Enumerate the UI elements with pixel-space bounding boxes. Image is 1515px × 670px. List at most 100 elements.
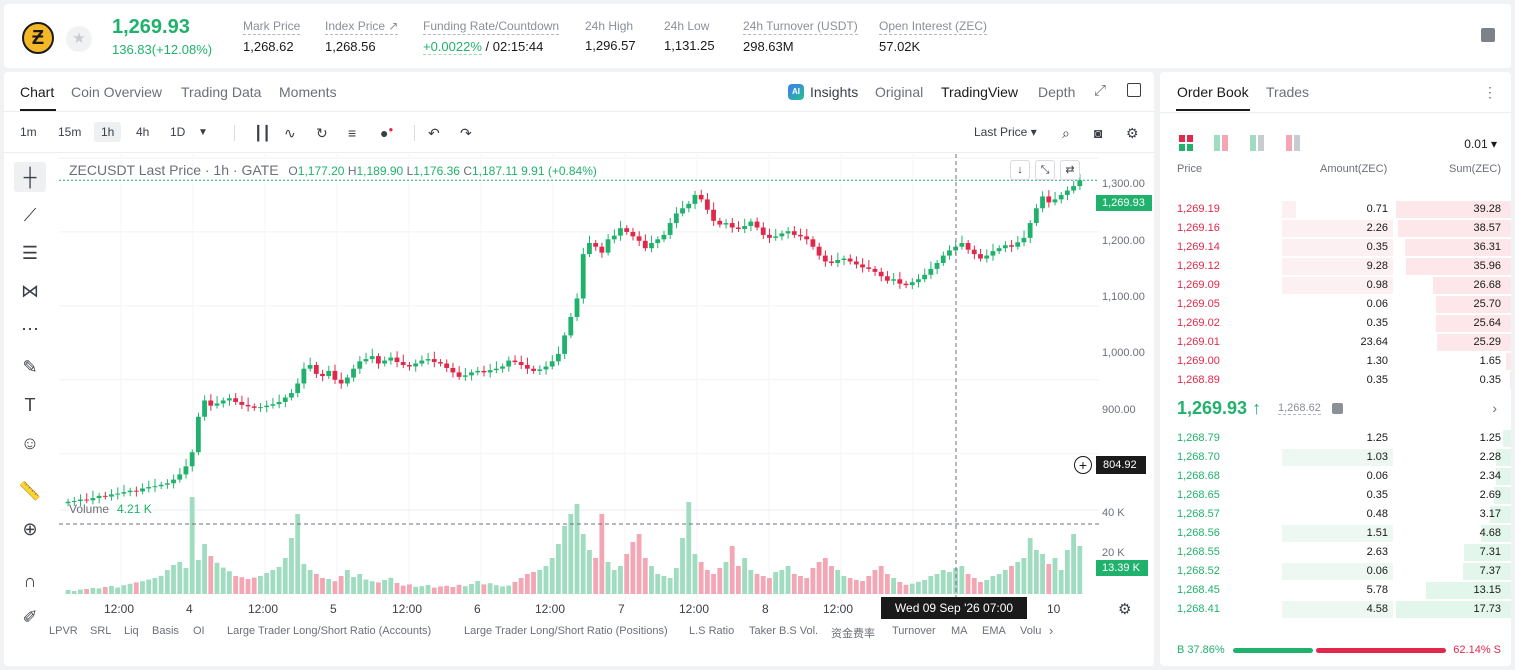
add-alert-icon[interactable]: +	[1074, 456, 1092, 474]
ask-row[interactable]: 1,268.89 0.35 0.35	[1160, 371, 1511, 390]
gear-icon[interactable]: ⚙	[1126, 125, 1139, 141]
bid-row[interactable]: 1,268.55 2.63 7.31	[1160, 543, 1511, 562]
bid-row[interactable]: 1,268.65 0.35 2.69	[1160, 486, 1511, 505]
ask-row[interactable]: 1,269.16 2.26 38.57	[1160, 219, 1511, 238]
tab-insights[interactable]: Insights	[810, 84, 859, 100]
funding-rate-value[interactable]: +0.0022%	[423, 39, 482, 55]
view-both-icon[interactable]	[1179, 135, 1195, 151]
bid-row[interactable]: 1,268.56 1.51 4.68	[1160, 524, 1511, 543]
volume-bar	[177, 562, 183, 594]
indicators-icon[interactable]: ∿	[284, 125, 296, 141]
alerts-icon[interactable]: ●●	[380, 125, 394, 141]
swap-icon[interactable]: ⇄	[1060, 160, 1080, 180]
ask-row[interactable]: 1,269.19 0.71 39.28	[1160, 200, 1511, 219]
chevron-right-icon[interactable]: ›	[1049, 623, 1054, 638]
favorite-star-button[interactable]: ★	[66, 26, 92, 52]
price-cell: 1,269.16	[1177, 222, 1220, 234]
col-sum-header: Sum(ZEC)	[1449, 163, 1501, 175]
ruler-icon[interactable]: 📏	[18, 481, 42, 501]
trend-line-icon[interactable]: ⟋	[23, 205, 37, 225]
indicator-basis[interactable]: Basis	[152, 625, 179, 637]
tab-depth[interactable]: Depth	[1038, 84, 1076, 100]
tab-original[interactable]: Original	[875, 84, 924, 100]
indicator-ema[interactable]: EMA	[982, 625, 1006, 637]
undo-icon[interactable]: ↶	[428, 125, 440, 141]
brush-icon[interactable]: ✎	[22, 357, 38, 377]
emoji-icon[interactable]: ☺	[20, 433, 40, 453]
bid-row[interactable]: 1,268.52 0.06 7.37	[1160, 562, 1511, 581]
bid-row[interactable]: 1,268.57 0.48 3.17	[1160, 505, 1511, 524]
more-icon[interactable]: ⋮	[1483, 84, 1497, 100]
view-asks-icon[interactable]	[1286, 135, 1302, 151]
document-icon[interactable]	[1481, 28, 1495, 42]
ask-row[interactable]: 1,269.09 0.98 26.68	[1160, 276, 1511, 295]
zoom-in-icon[interactable]: ⊕	[22, 519, 38, 539]
ask-row[interactable]: 1,269.01 23.64 25.29	[1160, 333, 1511, 352]
bid-row[interactable]: 1,268.79 1.25 1.25	[1160, 429, 1511, 448]
tab-order-book[interactable]: Order Book	[1177, 84, 1249, 100]
candle-type-icon[interactable]: ┃┃	[254, 125, 271, 141]
stat-index-price[interactable]: Index Price ↗ 1,268.56	[325, 19, 399, 54]
bid-row[interactable]: 1,268.41 4.58 17.73	[1160, 600, 1511, 619]
indicator-ls-positions[interactable]: Large Trader Long/Short Ratio (Positions…	[464, 625, 668, 637]
redo-icon[interactable]: ↷	[460, 125, 472, 141]
ask-row[interactable]: 1,269.14 0.35 36.31	[1160, 238, 1511, 257]
precision-select[interactable]: 0.01 ▾	[1464, 137, 1497, 151]
tab-chart[interactable]: Chart	[20, 84, 55, 100]
candle-body	[872, 268, 878, 272]
timeframe-1h[interactable]: 1h	[94, 122, 122, 142]
bid-row[interactable]: 1,268.70 1.03 2.28	[1160, 448, 1511, 467]
search-icon[interactable]: ⌕	[1062, 125, 1070, 141]
volume-bar	[363, 579, 369, 594]
price-type-select[interactable]: Last Price ▾	[974, 125, 1037, 139]
compare-icon[interactable]: ↻	[316, 125, 328, 141]
timeframe-1m[interactable]: 1m	[20, 125, 37, 139]
volume-bar	[680, 538, 685, 594]
ask-row[interactable]: 1,269.12 9.28 35.96	[1160, 257, 1511, 276]
bid-row[interactable]: 1,268.45 5.78 13.15	[1160, 581, 1511, 600]
horizontal-lines-icon[interactable]: ☰	[21, 243, 39, 263]
indicator-srl[interactable]: SRL	[90, 625, 112, 637]
indicator-oi[interactable]: OI	[193, 625, 205, 637]
timeframe-15m[interactable]: 15m	[58, 125, 82, 139]
indicator-ma[interactable]: MA	[951, 625, 968, 637]
magnet-icon[interactable]: ∩	[23, 571, 37, 591]
ask-row[interactable]: 1,269.05 0.06 25.70	[1160, 295, 1511, 314]
indicator-volume[interactable]: Volu	[1020, 625, 1042, 637]
tab-moments[interactable]: Moments	[279, 84, 337, 100]
indicator-funding-rate[interactable]: 资金费率	[831, 628, 875, 640]
tab-tradingview[interactable]: TradingView	[941, 84, 1019, 100]
tab-trades[interactable]: Trades	[1266, 84, 1310, 100]
fib-icon[interactable]: ⋯	[21, 319, 39, 339]
indicator-taker-vol[interactable]: Taker B.S Vol.	[749, 625, 819, 637]
eraser-icon[interactable]: ✐	[22, 607, 38, 627]
collapse-icon[interactable]: ⤡	[1035, 160, 1055, 180]
expand-icon[interactable]: ⤢	[1094, 82, 1107, 99]
pattern-icon[interactable]: ⋈	[21, 281, 39, 301]
chevron-right-icon[interactable]: ›	[1492, 400, 1497, 416]
fullscreen-icon[interactable]	[1127, 83, 1141, 97]
arrow-down-icon[interactable]: ↓	[1010, 160, 1030, 180]
tab-coin-overview[interactable]: Coin Overview	[71, 84, 163, 100]
templates-icon[interactable]: ≡	[348, 125, 357, 141]
timeframe-4h[interactable]: 4h	[136, 125, 150, 139]
indicator-lpvr[interactable]: LPVR	[49, 625, 78, 637]
indicator-liq[interactable]: Liq	[124, 625, 139, 637]
volume-bar	[115, 587, 121, 594]
ask-row[interactable]: 1,269.02 0.35 25.64	[1160, 314, 1511, 333]
tab-trading-data[interactable]: Trading Data	[181, 84, 262, 100]
axis-settings-icon[interactable]: ⚙	[1118, 601, 1132, 618]
text-icon[interactable]: T	[24, 395, 36, 415]
crosshair-icon[interactable]: ┼	[14, 162, 46, 192]
camera-icon[interactable]: ◙	[1094, 125, 1103, 141]
indicator-ls-accounts[interactable]: Large Trader Long/Short Ratio (Accounts)	[227, 625, 432, 637]
indicator-ls-ratio[interactable]: L.S Ratio	[689, 625, 735, 637]
timeframe-dropdown-icon[interactable]: ▼	[198, 127, 208, 138]
candlestick-chart[interactable]	[59, 154, 1099, 614]
view-bids-icon[interactable]	[1250, 135, 1266, 151]
bid-row[interactable]: 1,268.68 0.06 2.34	[1160, 467, 1511, 486]
view-split-icon[interactable]	[1214, 135, 1230, 151]
timeframe-1d[interactable]: 1D	[170, 125, 186, 139]
indicator-turnover[interactable]: Turnover	[892, 625, 936, 637]
ask-row[interactable]: 1,269.00 1.30 1.65	[1160, 352, 1511, 371]
